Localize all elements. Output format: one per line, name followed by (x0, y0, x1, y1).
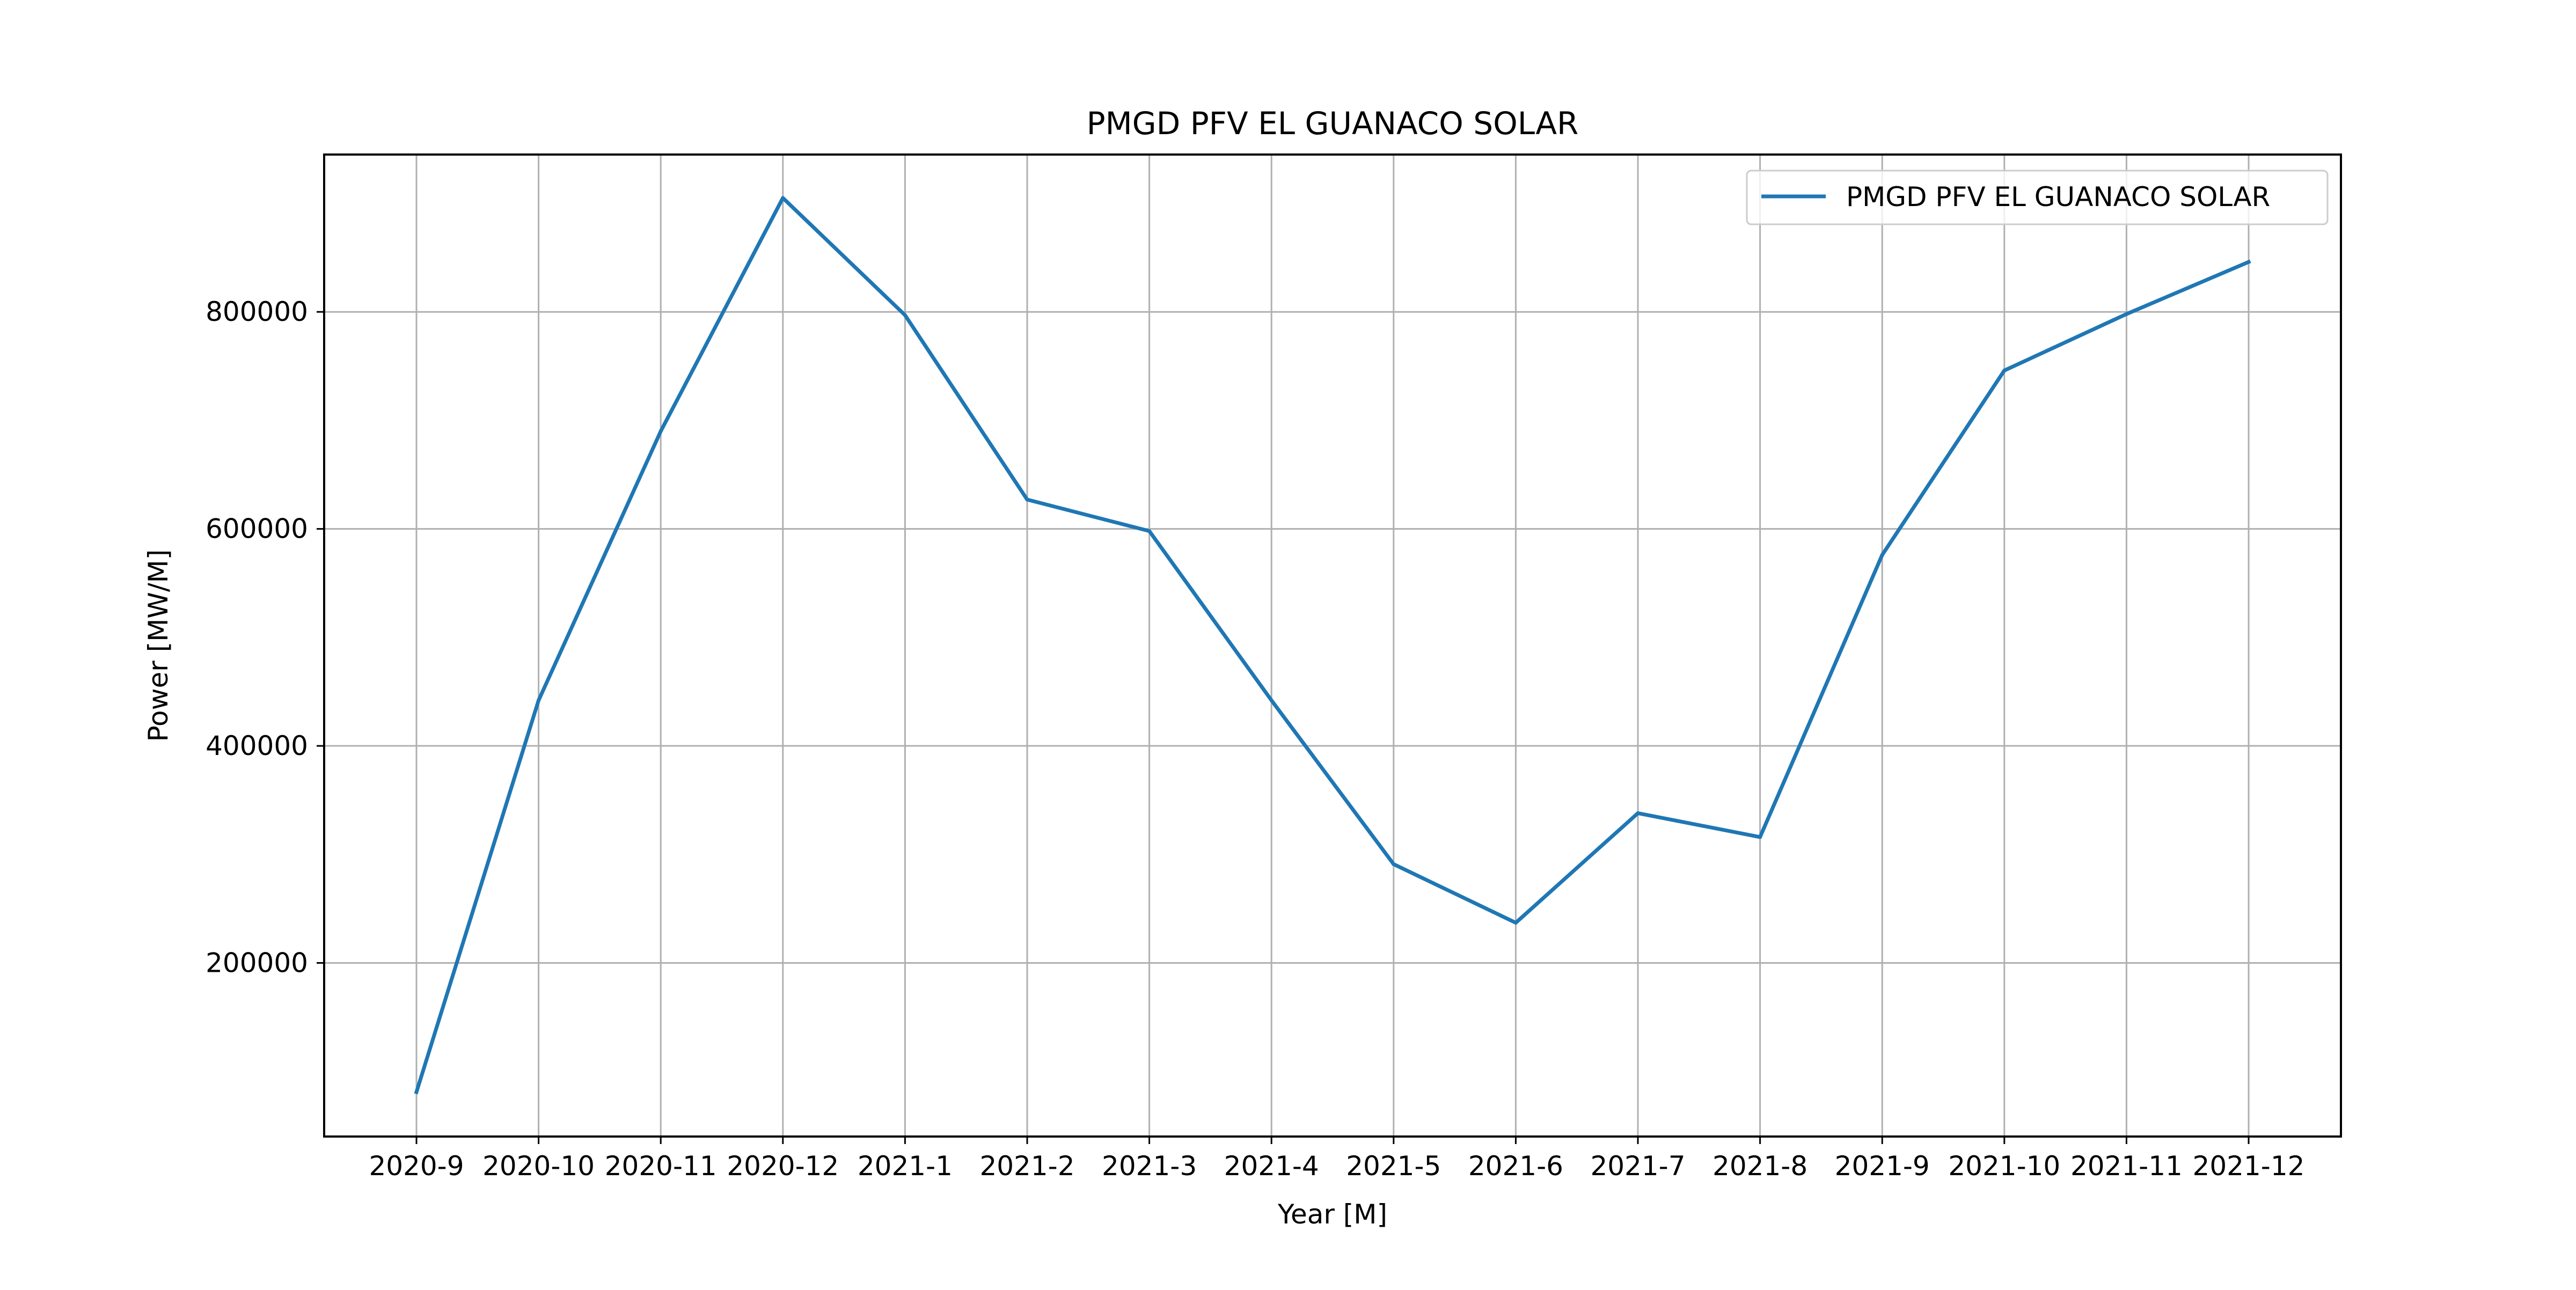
x-tick-label: 2021-4 (1224, 1150, 1319, 1182)
x-tick-label: 2021-9 (1835, 1150, 1930, 1182)
x-tick-label: 2021-5 (1346, 1150, 1441, 1182)
plot-frame (323, 153, 2342, 1138)
data-point (1880, 553, 1884, 557)
data-point (537, 698, 541, 702)
data-point (1147, 529, 1152, 533)
data-point (781, 196, 785, 200)
data-point (2246, 260, 2251, 264)
data-point (414, 1090, 419, 1094)
x-tick-label: 2021-3 (1102, 1150, 1197, 1182)
x-tick-label: 2021-11 (2070, 1150, 2183, 1182)
y-axis-label: Power [MW/M] (143, 549, 174, 742)
x-tick-label: 2020-10 (482, 1150, 595, 1182)
data-point (903, 313, 907, 317)
x-tick-label: 2021-1 (858, 1150, 953, 1182)
data-point (1636, 811, 1640, 815)
x-tick-label: 2021-10 (1948, 1150, 2060, 1182)
data-point (658, 429, 663, 434)
data-point (1758, 835, 1762, 839)
y-tick-label: 600000 (206, 514, 308, 545)
x-tick-label: 2021-6 (1468, 1150, 1563, 1182)
chart-title: PMGD PFV EL GUANACO SOLAR (1087, 105, 1579, 142)
grid-layer (324, 155, 2341, 1137)
data-point (2124, 312, 2128, 316)
x-tick-label: 2021-7 (1590, 1150, 1685, 1182)
data-point (1269, 698, 1274, 702)
x-tick-label: 2021-8 (1713, 1150, 1807, 1182)
x-tick-label: 2020-12 (727, 1150, 839, 1182)
x-tick-label: 2020-11 (605, 1150, 717, 1182)
data-point (2002, 368, 2007, 372)
x-tick-label: 2021-12 (2193, 1150, 2305, 1182)
series-line-1 (414, 196, 2251, 1095)
legend-box (1746, 170, 2329, 225)
tick-layer: 2020-9 2020-10 2020-11 2020-12 2021-1 2021-2 2… (206, 296, 2304, 1182)
x-tick-label: 2020-9 (369, 1150, 464, 1182)
data-point (1025, 497, 1029, 502)
series-layer (414, 196, 2251, 1095)
data-point (1513, 921, 1518, 925)
y-tick-label: 800000 (206, 296, 308, 327)
x-axis-label: Year [M] (1277, 1199, 1387, 1230)
y-tick-label: 200000 (206, 947, 308, 978)
x-tick-label: 2021-2 (979, 1150, 1074, 1182)
legend: PMGD PFV EL GUANACO SOLAR (1746, 170, 2329, 225)
y-tick-label: 400000 (206, 730, 308, 761)
data-point (1392, 862, 1396, 866)
legend-label-series-1: PMGD PFV EL GUANACO SOLAR (1846, 181, 2270, 212)
